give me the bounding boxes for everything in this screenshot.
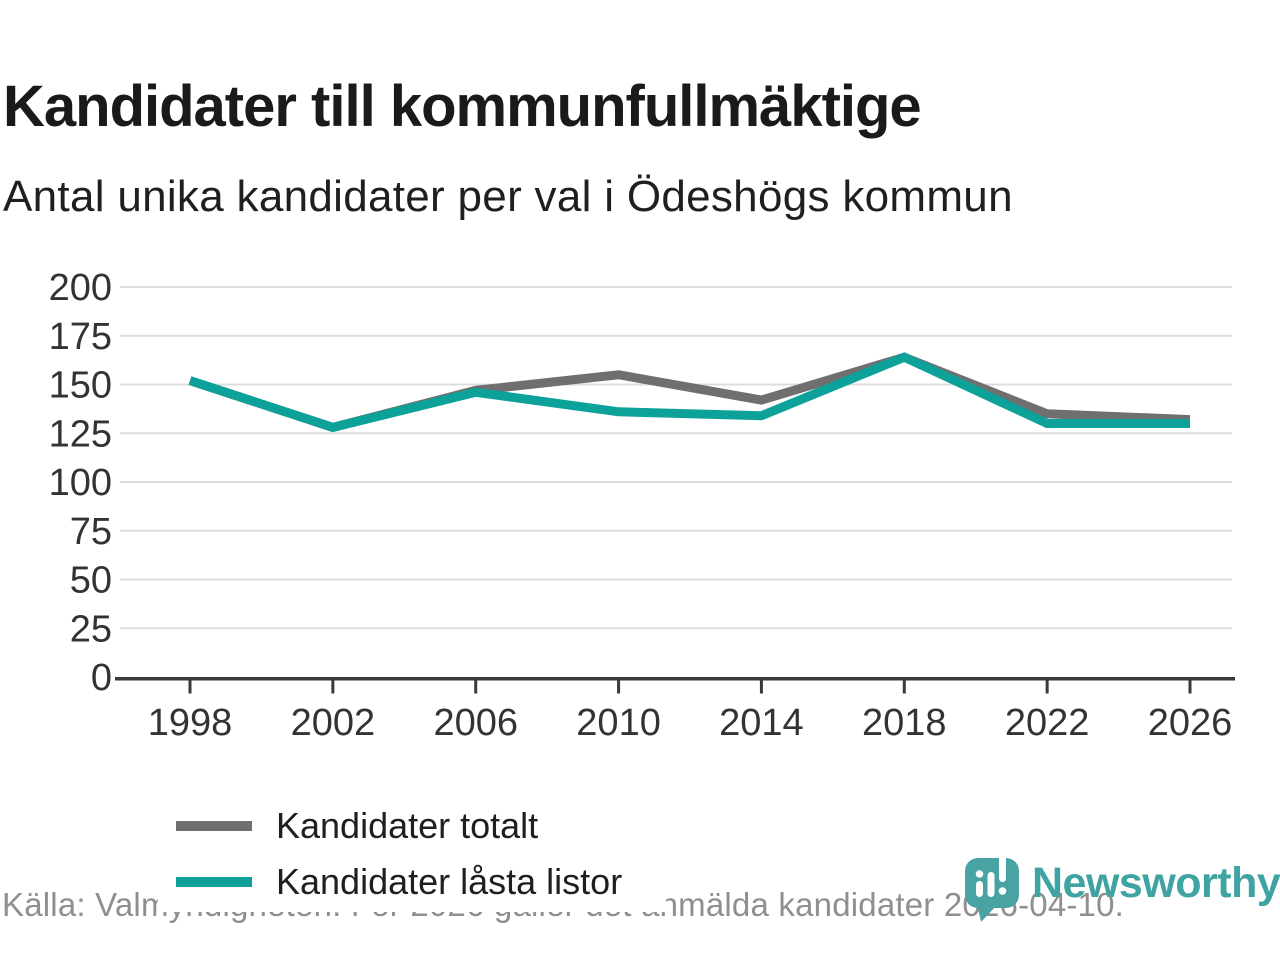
legend-label-lasta-listor: Kandidater låsta listor xyxy=(276,861,623,902)
line-chart: 0 25 50 75 100 125 150 175 200 1998 2002 2006 2010 20… xyxy=(0,270,1280,912)
svg-text:50: 50 xyxy=(70,560,112,602)
svg-text:200: 200 xyxy=(49,270,112,309)
svg-text:25: 25 xyxy=(70,608,112,650)
svg-text:2006: 2006 xyxy=(433,702,518,744)
svg-text:150: 150 xyxy=(49,365,112,407)
line-chart-canvas: 0 25 50 75 100 125 150 175 200 1998 2002 2006 2010 20… xyxy=(49,270,1235,744)
legend-item-lasta-listor: Kandidater låsta listor xyxy=(176,860,622,904)
chart-legend: Kandidater totalt Kandidater låsta listo… xyxy=(158,798,667,912)
svg-text:100: 100 xyxy=(49,462,112,504)
legend-swatch-lasta-listor xyxy=(176,877,252,887)
chart-subtitle: Antal unika kandidater per val i Ödeshög… xyxy=(3,172,1013,221)
svg-text:75: 75 xyxy=(70,511,112,553)
svg-text:2002: 2002 xyxy=(291,702,376,744)
chart-title: Kandidater till kommunfullmäktige xyxy=(3,73,922,139)
svg-text:125: 125 xyxy=(49,413,112,455)
legend-label-totalt: Kandidater totalt xyxy=(276,805,539,846)
svg-text:2022: 2022 xyxy=(1005,702,1090,744)
svg-text:2014: 2014 xyxy=(719,702,804,744)
legend-swatch-totalt xyxy=(176,821,252,831)
legend-item-totalt: Kandidater totalt xyxy=(176,804,622,848)
svg-text:2026: 2026 xyxy=(1148,702,1233,744)
newsworthy-logo-icon xyxy=(965,854,1019,922)
svg-text:2018: 2018 xyxy=(862,702,947,744)
svg-text:2010: 2010 xyxy=(576,702,661,744)
svg-text:0: 0 xyxy=(91,657,112,699)
newsworthy-wordmark: Newsworthy xyxy=(1032,859,1280,907)
svg-text:1998: 1998 xyxy=(148,702,233,744)
newsworthy-logo: Newsworthy xyxy=(960,852,1280,922)
svg-text:175: 175 xyxy=(49,316,112,358)
